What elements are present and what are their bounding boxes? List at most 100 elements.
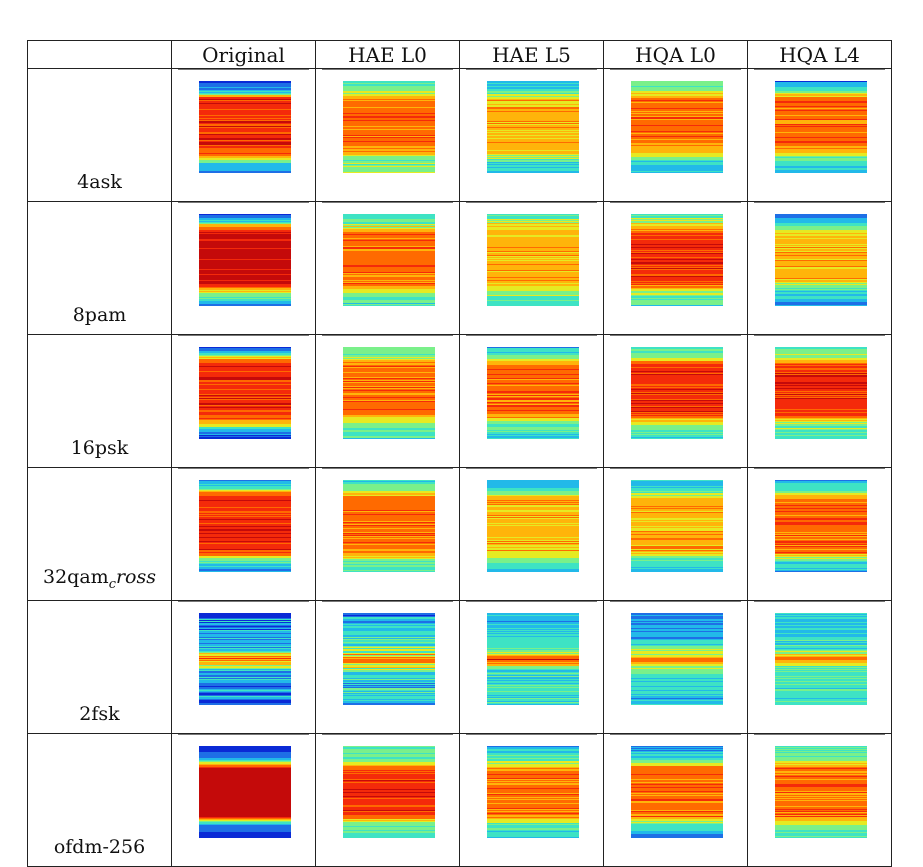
spectrogram-row xyxy=(343,388,435,390)
spectrogram-row xyxy=(487,408,579,410)
spectrogram-row xyxy=(487,359,579,361)
spectrogram-row xyxy=(487,536,579,538)
spectrogram-row xyxy=(199,537,291,539)
spectrogram-row xyxy=(199,235,291,237)
spectrogram-row xyxy=(631,265,723,267)
spectrogram-row xyxy=(631,636,723,638)
spectrogram-row xyxy=(775,366,867,368)
spectrogram-row xyxy=(199,150,291,152)
spectrogram-row xyxy=(487,836,579,838)
spectrogram-row xyxy=(487,804,579,806)
spectrogram-row xyxy=(487,684,579,686)
spectrogram-row xyxy=(343,654,435,656)
spectrogram-row xyxy=(487,158,579,160)
spectrogram-row xyxy=(343,701,435,703)
spectrogram-row xyxy=(343,788,435,790)
spectrogram-row xyxy=(199,498,291,500)
spectrogram-row xyxy=(487,280,579,282)
spectrogram-row xyxy=(343,121,435,123)
spectrogram-row xyxy=(487,117,579,119)
spectrogram-row xyxy=(487,230,579,232)
spectrogram-row xyxy=(487,810,579,812)
spectrogram-row xyxy=(487,356,579,358)
spectrogram-row xyxy=(631,427,723,429)
spectrogram-row xyxy=(631,526,723,528)
spectrogram-row xyxy=(487,750,579,752)
spectrogram-row xyxy=(487,631,579,633)
spectrogram-image xyxy=(775,613,867,705)
spectrogram-row xyxy=(199,547,291,549)
spectrogram-row xyxy=(343,420,435,422)
spectrogram-row xyxy=(199,644,291,646)
spectrogram-row xyxy=(631,84,723,86)
spectrogram-row xyxy=(343,266,435,268)
spectrogram-row xyxy=(487,531,579,533)
spectrogram-row xyxy=(775,530,867,532)
spectrogram-row xyxy=(343,411,435,413)
spectrogram-row xyxy=(199,816,291,818)
spectrogram-row xyxy=(199,430,291,432)
spectrogram-row xyxy=(775,670,867,672)
spectrogram-row xyxy=(775,123,867,125)
spectrogram-row xyxy=(631,663,723,665)
spectrogram-row xyxy=(631,765,723,767)
spectrogram-row xyxy=(775,217,867,219)
spectrogram-row xyxy=(487,357,579,359)
spectrogram-row xyxy=(487,160,579,162)
spectrogram-row xyxy=(343,687,435,689)
spectrogram-row xyxy=(775,798,867,800)
spectrogram-row xyxy=(631,747,723,749)
spectrogram-row xyxy=(775,381,867,383)
spectrogram-row xyxy=(775,114,867,116)
spectrogram-row xyxy=(775,808,867,810)
spectrogram-row xyxy=(199,156,291,158)
spectrogram-row xyxy=(775,271,867,273)
spectrogram-row xyxy=(775,692,867,694)
spectrogram-row xyxy=(343,554,435,556)
spectrogram-row xyxy=(775,542,867,544)
spectrogram-row xyxy=(775,348,867,350)
spectrogram-row xyxy=(487,391,579,393)
spectrogram-row xyxy=(775,418,867,420)
spectrogram-row xyxy=(487,695,579,697)
spectrogram-row xyxy=(487,127,579,129)
spectrogram-row xyxy=(487,405,579,407)
spectrogram-image xyxy=(775,746,867,838)
spectrogram-row xyxy=(775,678,867,680)
spectrogram-row xyxy=(631,781,723,783)
spectrogram-row xyxy=(775,101,867,103)
spectrogram-row xyxy=(199,363,291,365)
spectrogram-row xyxy=(631,619,723,621)
spectrogram-row xyxy=(199,417,291,419)
figure-border-line xyxy=(754,69,885,70)
spectrogram-row xyxy=(199,700,291,702)
spectrogram-row xyxy=(487,251,579,253)
spectrogram-row xyxy=(487,801,579,803)
spectrogram-row xyxy=(199,757,291,759)
spectrogram-row xyxy=(631,793,723,795)
spectrogram-row xyxy=(775,527,867,529)
spectrogram-row xyxy=(487,764,579,766)
spectrogram-row xyxy=(631,391,723,393)
spectrogram-row xyxy=(199,257,291,259)
spectrogram-row xyxy=(631,93,723,95)
spectrogram-row xyxy=(199,826,291,828)
spectrogram-row xyxy=(487,289,579,291)
spectrogram-row xyxy=(775,689,867,691)
spectrogram-row xyxy=(631,773,723,775)
spectrogram-row xyxy=(199,690,291,692)
spectrogram-row xyxy=(775,390,867,392)
spectrogram-row xyxy=(631,134,723,136)
spectrogram-row xyxy=(775,137,867,139)
spectrogram-row xyxy=(487,81,579,83)
spectrogram-row xyxy=(631,425,723,427)
spectrogram-row xyxy=(775,491,867,493)
spectrogram-row xyxy=(199,524,291,526)
spectrogram-row xyxy=(343,527,435,529)
spectrogram-row xyxy=(631,99,723,101)
spectrogram-row xyxy=(631,89,723,91)
spectrogram-row xyxy=(487,663,579,665)
spectrogram-row xyxy=(199,99,291,101)
spectrogram-row xyxy=(631,628,723,630)
spectrogram-row xyxy=(487,535,579,537)
